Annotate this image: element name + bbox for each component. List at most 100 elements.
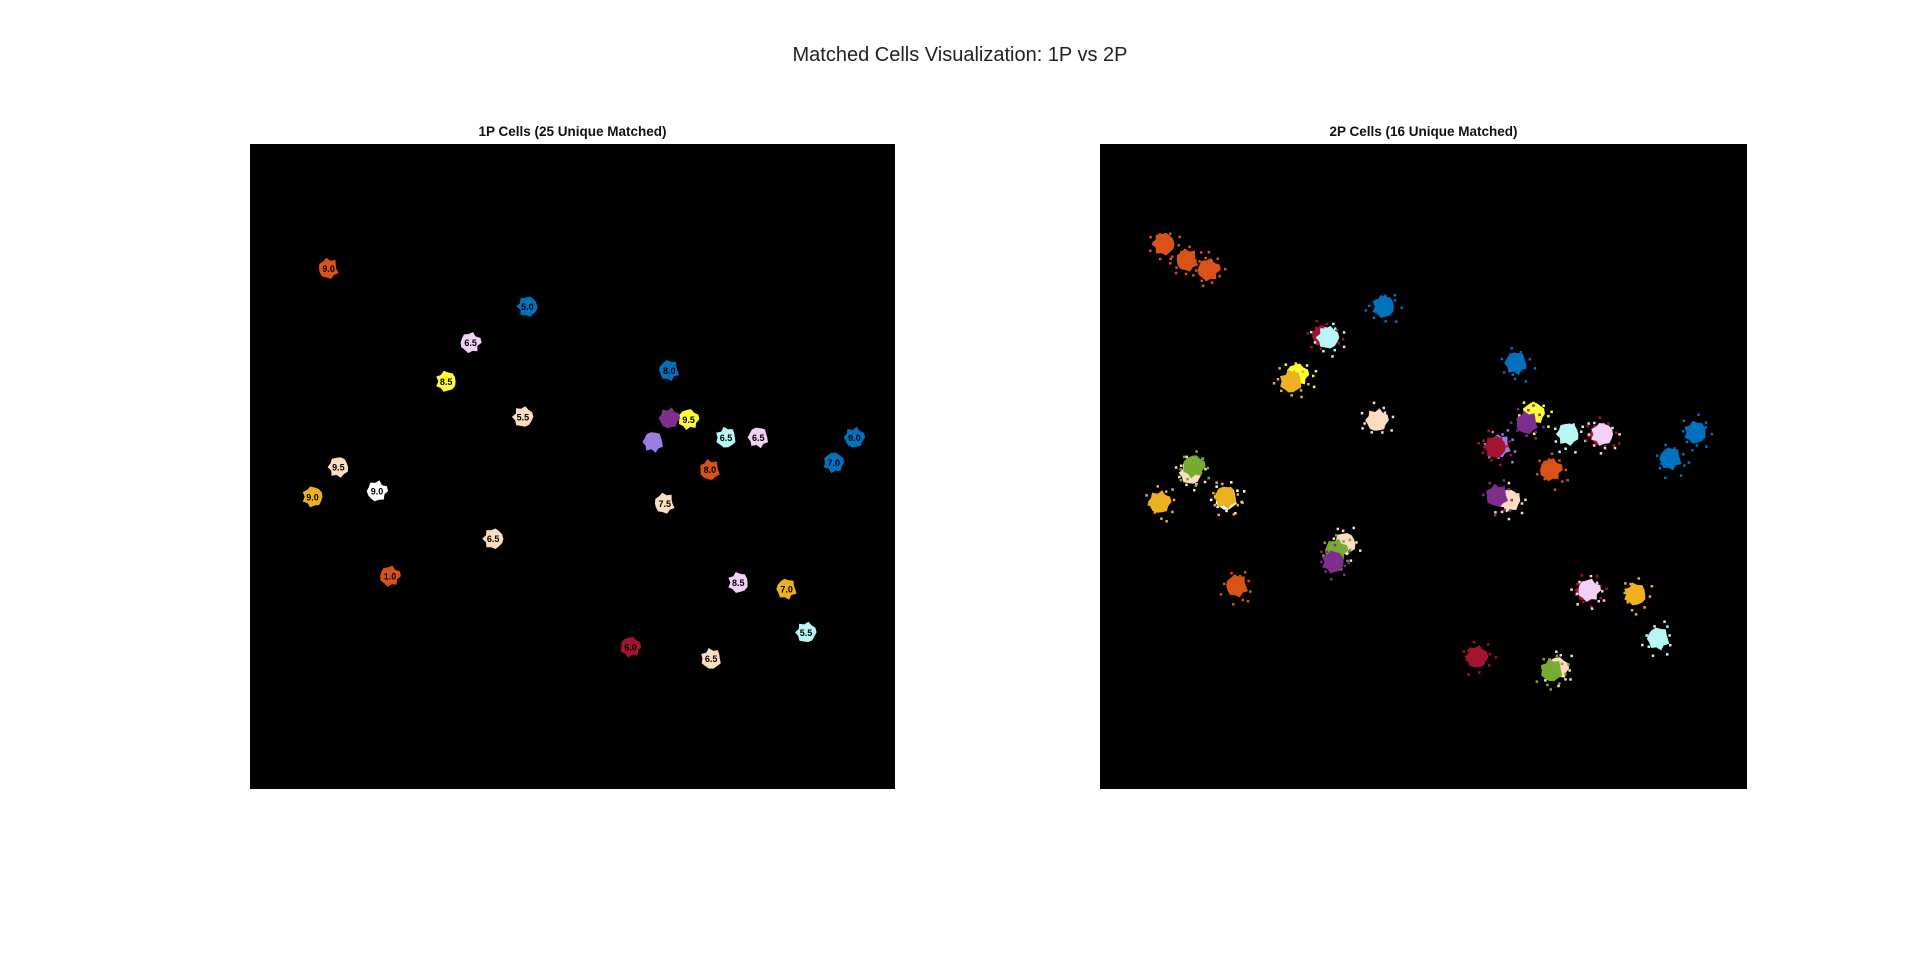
cell-roi: 9.5 (327, 457, 349, 478)
cell-speckle (1164, 490, 1168, 493)
cell-speckle (1219, 593, 1223, 596)
cell-label: 6.5 (752, 433, 765, 443)
cell-speckle (1278, 367, 1281, 370)
cell-speckle (1483, 443, 1487, 446)
cell-speckle (1223, 582, 1226, 586)
cell-roi: 9.0 (302, 486, 323, 508)
cell-speckle (1185, 483, 1188, 487)
cell-speckle (1487, 429, 1490, 433)
cell-speckle (1333, 543, 1337, 547)
cell-speckle (1382, 406, 1385, 410)
cell-speckle (1347, 561, 1350, 565)
cell-speckle (1218, 275, 1221, 278)
cell-speckle (1145, 494, 1148, 497)
cell-roi: 5.5 (511, 406, 534, 427)
cell-roi: 8.0 (659, 360, 680, 382)
cell-speckle (1623, 591, 1626, 595)
cell-speckle (1666, 625, 1669, 628)
cell-speckle (1488, 455, 1491, 459)
cell-speckle (1509, 453, 1512, 457)
cell-roi: 8.5 (436, 370, 456, 392)
cell-speckle (1195, 483, 1198, 486)
cell-speckle (1290, 394, 1293, 397)
cell-speckle (1156, 485, 1159, 488)
cell-speckle (1170, 255, 1174, 258)
cell-blob (1540, 458, 1563, 482)
cell-speckle (1506, 444, 1509, 448)
cell-blob (700, 459, 720, 480)
cell-roi (1500, 347, 1537, 383)
cell-label: 5.5 (517, 412, 530, 422)
cell-speckle (1348, 548, 1352, 552)
cell-speckle (1535, 680, 1539, 683)
cell-speckle (1522, 401, 1526, 404)
cell-roi (1477, 429, 1512, 467)
cell-speckle (1491, 430, 1494, 434)
panel-2p-cells (1100, 144, 1747, 789)
cell-blob (1365, 408, 1389, 431)
panel-title-1p: 1P Cells (25 Unique Matched) (478, 124, 667, 139)
cell-speckle (1613, 446, 1617, 450)
cell-speckle (1230, 572, 1233, 575)
cell-blob (795, 621, 817, 643)
cell-speckle (1566, 479, 1569, 482)
cell-speckle (1185, 455, 1188, 459)
cell-label: 9.0 (371, 487, 384, 497)
cell-label: 7.5 (658, 499, 671, 509)
cell-blob (776, 578, 797, 600)
cell-speckle (1346, 559, 1349, 563)
cell-speckle (1585, 439, 1588, 442)
cell-roi (1149, 232, 1183, 265)
cell-speckle (1478, 671, 1481, 674)
cell-blob (511, 406, 534, 427)
cell-speckle (1341, 529, 1345, 533)
cell-speckle (1198, 260, 1201, 263)
cell-speckle (1542, 404, 1545, 407)
cell-label: 8.0 (663, 366, 676, 376)
cell-speckle (1516, 429, 1519, 432)
cell-roi: 9.0 (843, 426, 866, 448)
cell-speckle (1687, 461, 1691, 464)
cell-speckle (1564, 447, 1567, 450)
cell-speckle (1232, 513, 1236, 516)
cell-speckle (1599, 452, 1603, 455)
cell-speckle (1493, 514, 1497, 517)
cell-label: 5.0 (521, 302, 534, 312)
cell-speckle (1550, 452, 1554, 456)
cell-speckle (1243, 490, 1246, 493)
cell-roi: 8.0 (700, 459, 720, 480)
cell-speckle (1567, 663, 1570, 666)
cell-speckle (1276, 378, 1280, 381)
cell-roi (1320, 543, 1351, 581)
cell-speckle (1325, 550, 1328, 553)
cell-speckle (1682, 419, 1685, 422)
cell-speckle (1383, 411, 1387, 414)
cell-speckle (1580, 574, 1584, 577)
cell-speckle (1682, 453, 1685, 456)
cell-blob (701, 648, 721, 669)
cell-label: 7.0 (827, 458, 840, 468)
cell-blob (380, 565, 401, 587)
cell-speckle (1637, 577, 1641, 580)
cell-speckle (1666, 653, 1669, 656)
cell-speckle (1203, 480, 1207, 484)
cell-roi: 9.5 (679, 409, 700, 431)
cell-label: 6.5 (464, 338, 477, 348)
cell-speckle (1705, 445, 1708, 448)
cell-speckle (1343, 573, 1346, 577)
cell-roi (658, 407, 681, 428)
cell-speckle (1663, 620, 1666, 623)
cell-speckle (1216, 257, 1219, 260)
cell-speckle (1153, 511, 1157, 514)
cell-speckle (1630, 609, 1634, 612)
cell-speckle (1390, 429, 1393, 432)
cell-speckle (1643, 606, 1646, 609)
cell-label: 9.0 (848, 433, 861, 443)
cell-speckle (1324, 327, 1327, 330)
cell-speckle (1201, 457, 1205, 460)
cell-speckle (1679, 474, 1683, 477)
cell-speckle (1502, 371, 1506, 374)
cell-roi (642, 432, 663, 453)
cell-speckle (1372, 401, 1376, 405)
cell-speckle (1375, 299, 1378, 302)
